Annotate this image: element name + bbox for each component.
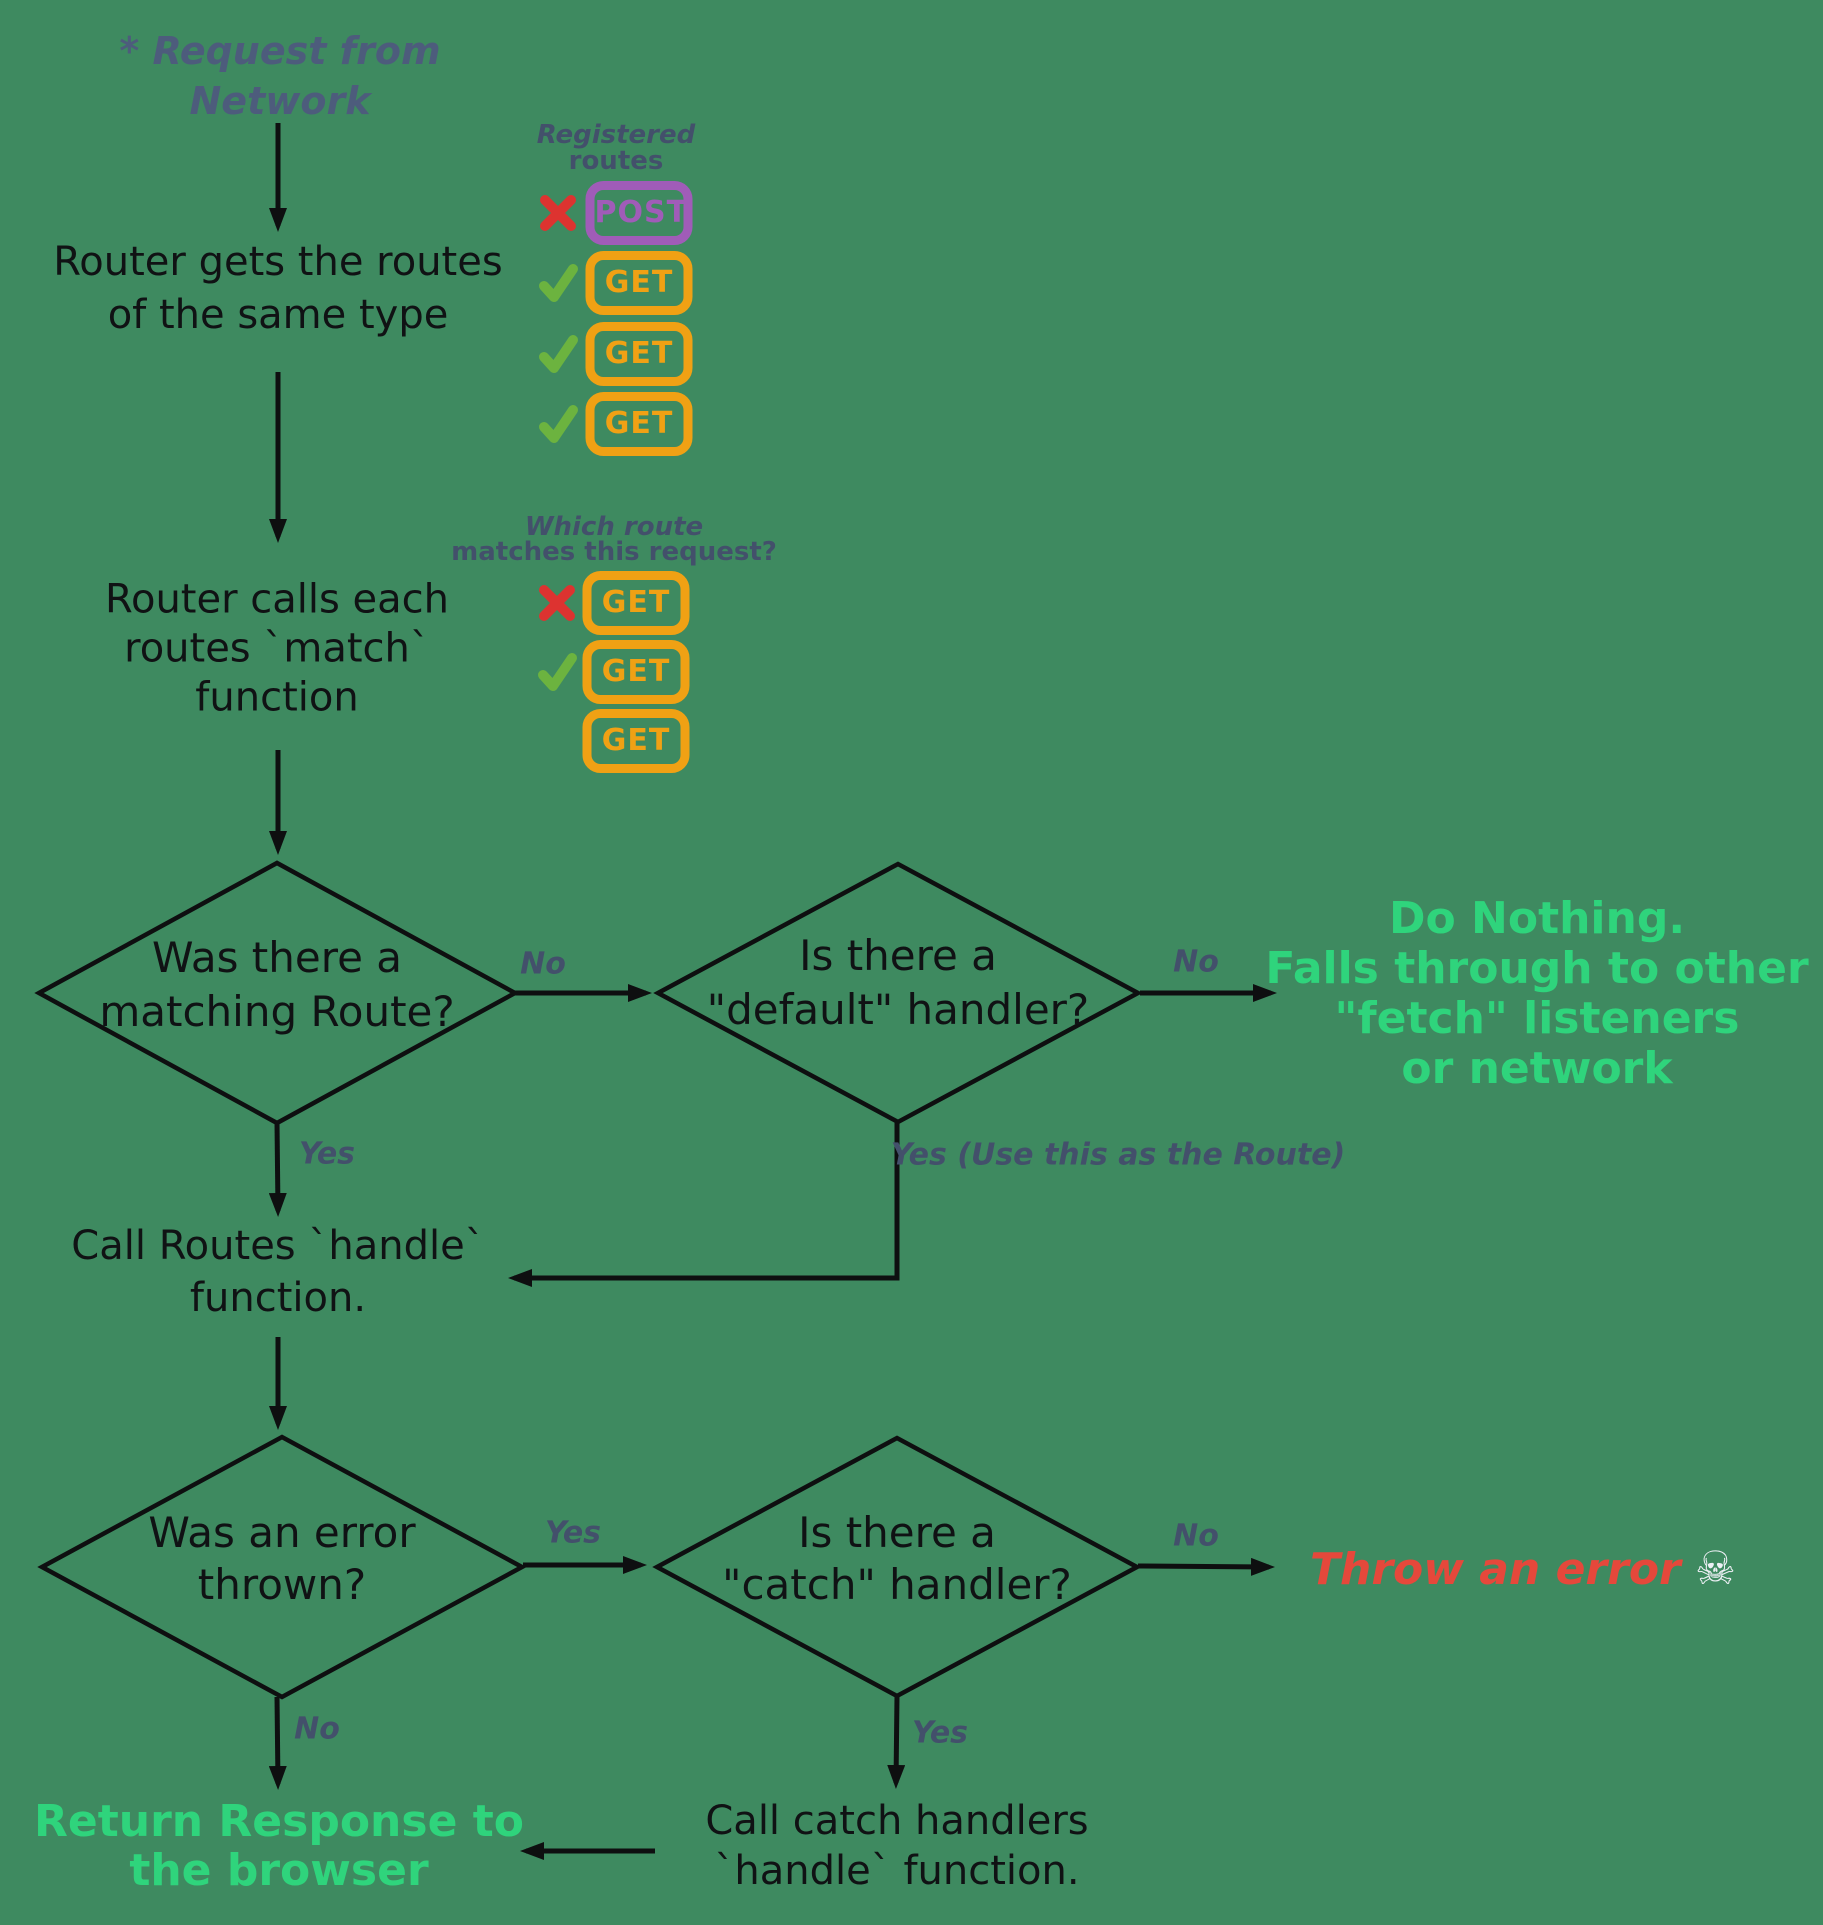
outcome-return-response: Return Response to the browser xyxy=(34,1797,524,1895)
route-badge-post: POST xyxy=(585,181,693,245)
decision-error-thrown-text: Was an error thrown? xyxy=(148,1507,415,1611)
match-badge-get-2: GET xyxy=(582,640,690,704)
arrow-no-catch xyxy=(1137,1557,1275,1576)
edge-label-no-catch: No xyxy=(1173,1518,1219,1554)
decision-catch-handler-text: Is there a "catch" handler? xyxy=(722,1507,1072,1611)
check-icon xyxy=(539,335,578,373)
check-icon xyxy=(539,405,578,443)
registered-routes-label: Registered routes xyxy=(537,122,696,174)
node-router-gets-line2: of the same type xyxy=(107,292,449,338)
route-badge-get-3: GET xyxy=(585,392,693,456)
edge-label-no-error: No xyxy=(294,1711,340,1747)
check-icon xyxy=(539,264,578,302)
node-router-calls-line1: Router calls each xyxy=(104,576,450,623)
decision-default-handler-text: Is there a "default" handler? xyxy=(707,929,1089,1037)
registered-routes-label-line1: Registered xyxy=(536,120,696,150)
decision-matching-route-line2: matching Route? xyxy=(99,987,455,1036)
match-badge-get-3: GET xyxy=(582,709,690,773)
arrow-no-error xyxy=(268,1696,287,1790)
node-router-gets-line1: Router gets the routes xyxy=(53,239,503,285)
edge-label-yes-use-route: Yes (Use this as the Route) xyxy=(890,1137,1346,1173)
decision-catch-handler-line1: Is there a xyxy=(798,1508,996,1557)
outcome-return-response-line2: the browser xyxy=(129,1845,429,1896)
outcome-do-nothing: Do Nothing. Falls through to other "fetc… xyxy=(1265,894,1808,1094)
node-router-calls: Router calls each routes `match` functio… xyxy=(105,576,449,723)
cross-icon xyxy=(540,195,576,231)
outcome-return-response-line1: Return Response to xyxy=(34,1796,524,1847)
arrow-yes-matching xyxy=(268,1122,287,1217)
edge-label-yes-error: Yes xyxy=(544,1515,602,1551)
cross-icon xyxy=(539,585,575,621)
node-call-catch-handle-line2: `handle` function. xyxy=(714,1848,1080,1894)
decision-error-thrown-line2: thrown? xyxy=(197,1560,367,1609)
check-icon xyxy=(538,653,577,691)
which-route-label-line1: Which route xyxy=(524,512,704,542)
start-line1: * Request from xyxy=(119,29,441,73)
start-label: * Request from Network xyxy=(119,26,440,126)
edge-label-yes-matching: Yes xyxy=(298,1136,356,1172)
outcome-throw-error-text: Throw an error xyxy=(1310,1544,1681,1595)
outcome-throw-error: Throw an error ☠ xyxy=(1310,1541,1736,1595)
diamond-catch-handler xyxy=(652,1435,1142,1699)
start-line2: Network xyxy=(189,79,371,123)
decision-catch-handler-line2: "catch" handler? xyxy=(722,1560,1072,1609)
node-router-calls-line3: function xyxy=(195,674,359,721)
outcome-do-nothing-line3: "fetch" listeners xyxy=(1334,993,1740,1044)
match-badge-get-1: GET xyxy=(582,571,690,635)
edge-label-no-matching: No xyxy=(520,946,566,982)
diamond-default-handler xyxy=(653,861,1143,1125)
route-badge-get-1: GET xyxy=(585,251,693,315)
decision-error-thrown-line1: Was an error xyxy=(148,1508,416,1557)
arrow-yes-use-route xyxy=(508,1122,900,1287)
decision-default-handler-line2: "default" handler? xyxy=(706,985,1090,1034)
which-route-label-line2: matches this request? xyxy=(451,537,777,567)
node-call-route-handle-line2: function. xyxy=(189,1275,367,1321)
edge-label-no-default: No xyxy=(1173,944,1219,980)
node-call-route-handle-line1: Call Routes `handle` xyxy=(71,1223,485,1269)
node-router-calls-line2: routes `match` xyxy=(124,625,430,672)
outcome-do-nothing-line4: or network xyxy=(1401,1043,1673,1094)
which-route-label: Which route matches this request? xyxy=(451,512,777,567)
node-call-catch-handle-line1: Call catch handlers xyxy=(705,1798,1089,1844)
registered-routes-label-line2: routes xyxy=(568,146,664,176)
skull-icon: ☠ xyxy=(1694,1541,1736,1595)
edge-label-yes-catch: Yes xyxy=(911,1715,969,1751)
decision-default-handler-line1: Is there a xyxy=(799,931,997,980)
node-call-route-handle: Call Routes `handle` function. xyxy=(71,1220,484,1324)
route-badge-get-2: GET xyxy=(585,322,693,386)
decision-matching-route-text: Was there a matching Route? xyxy=(99,931,454,1039)
arrow-yes-catch xyxy=(887,1695,906,1789)
outcome-do-nothing-line2: Falls through to other xyxy=(1265,943,1809,994)
outcome-do-nothing-line1: Do Nothing. xyxy=(1388,893,1686,944)
decision-matching-route-line1: Was there a xyxy=(151,933,402,982)
node-call-catch-handle: Call catch handlers `handle` function. xyxy=(705,1796,1088,1896)
diamond-error-thrown xyxy=(37,1434,527,1700)
node-router-gets: Router gets the routes of the same type xyxy=(53,236,502,342)
